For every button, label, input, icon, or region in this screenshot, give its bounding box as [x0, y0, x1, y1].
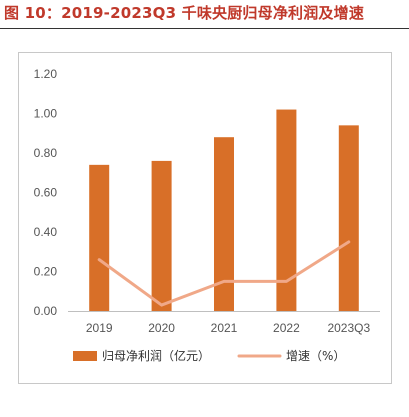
figure-caption: 图 10：2019-2023Q3 千味央厨归母净利润及增速: [4, 4, 365, 22]
chart-frame: [18, 52, 392, 384]
x-tick-label: 2019: [86, 321, 113, 335]
bar-2022: [276, 109, 297, 311]
bar-2020: [151, 160, 172, 311]
y-tick-label: 0.40: [34, 225, 58, 239]
x-tick-label: 2022: [273, 321, 300, 335]
x-axis-ticks: 2019 2020 2021 2022 2023Q3: [86, 321, 371, 335]
caption-divider: [0, 28, 409, 29]
y-tick-label: 0.60: [34, 186, 58, 200]
x-tick-label: 2023Q3: [327, 321, 370, 335]
legend-bar-label: 归母净利润（亿元）: [102, 348, 210, 363]
y-tick-label: 1.00: [34, 107, 58, 121]
bar-2023Q3: [338, 125, 359, 311]
y-tick-label: 0.80: [34, 146, 58, 160]
y-tick-label: 1.20: [34, 67, 58, 81]
y-tick-label: 0.00: [34, 304, 58, 318]
y-axis-ticks: 0.00 0.20 0.40 0.60 0.80 1.00 1.20: [34, 67, 58, 318]
x-tick-label: 2020: [148, 321, 175, 335]
legend: 归母净利润（亿元） 增速（%）: [73, 348, 345, 363]
bar-series: [89, 109, 359, 311]
legend-line-label: 增速（%）: [286, 349, 345, 363]
y-tick-label: 0.20: [34, 265, 58, 279]
growth-line: [97, 240, 351, 307]
bar-2021: [214, 137, 234, 311]
bar-2019: [89, 164, 110, 311]
x-tick-label: 2021: [211, 321, 238, 335]
legend-bar-swatch: [73, 351, 97, 361]
